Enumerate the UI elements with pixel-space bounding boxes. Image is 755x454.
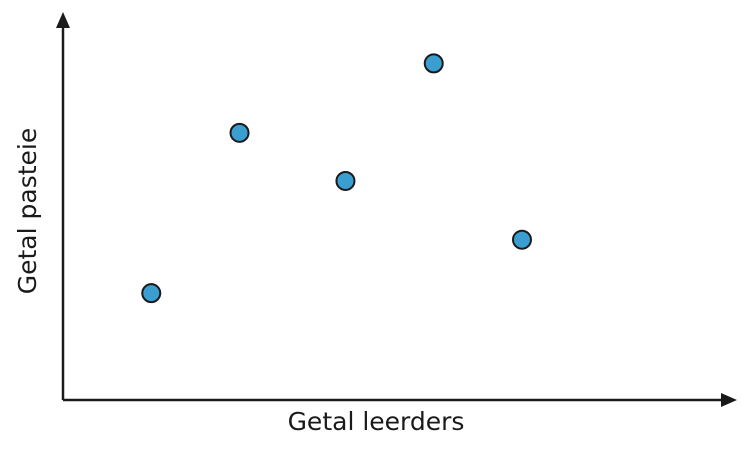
y-axis-arrowhead [56,12,70,28]
data-point-2 [229,122,250,143]
y-axis-label: Getal pasteie [13,128,42,295]
data-point-3 [335,170,356,191]
x-axis-label: Getal leerders [288,407,465,436]
axes [56,12,737,407]
data-point-5 [511,229,532,250]
data-point-1 [141,283,162,304]
data-point-4 [423,53,444,74]
data-points [141,53,532,304]
x-axis-arrowhead [721,393,737,407]
